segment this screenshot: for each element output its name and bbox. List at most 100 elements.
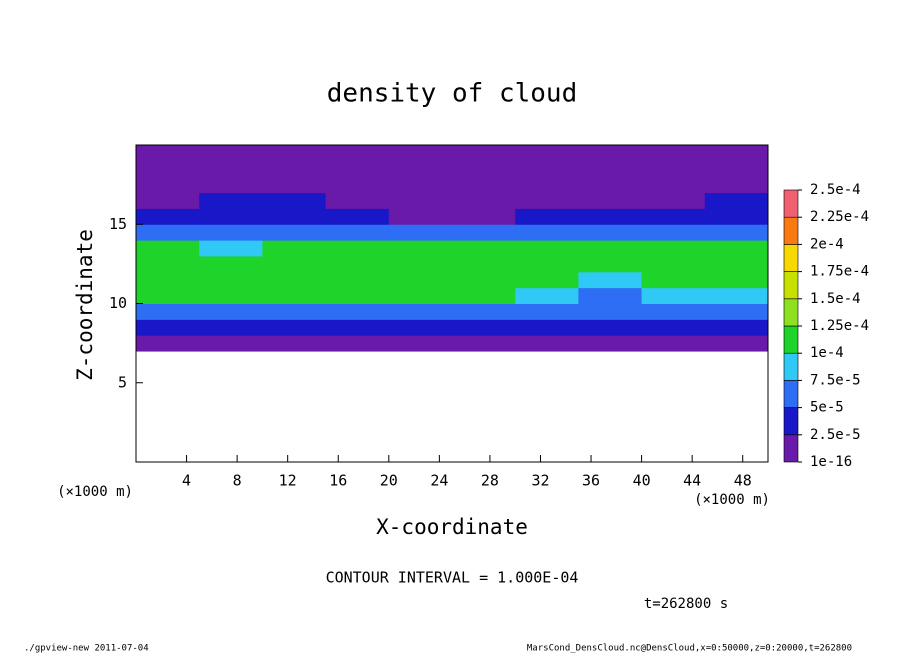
field-cell — [515, 192, 579, 209]
colorbar-label: 1.25e-4 — [810, 318, 869, 334]
field-cell — [452, 208, 516, 225]
field-cell — [262, 145, 327, 162]
field-cell — [578, 192, 643, 209]
field-cell — [199, 176, 263, 194]
field-cell — [452, 319, 516, 336]
field-cell — [704, 255, 769, 273]
field-cell — [199, 255, 263, 273]
field-cell — [578, 160, 643, 178]
field-cell — [262, 335, 327, 352]
colorbar-label: 2.5e-5 — [810, 427, 861, 443]
colorbar-label: 1.5e-4 — [810, 291, 861, 307]
field-cell — [515, 303, 579, 320]
field-cell — [199, 335, 263, 352]
field-cell — [388, 255, 453, 273]
colorbar-label: 2e-4 — [810, 236, 844, 252]
field-cell — [452, 271, 516, 289]
x-unit: (×1000 m) — [694, 492, 770, 508]
field-cell — [452, 287, 516, 304]
field-cell — [704, 335, 769, 352]
field-cell — [325, 160, 390, 178]
x-tick-label: 40 — [633, 472, 651, 490]
footer-left: ./gpview-new 2011-07-04 — [24, 644, 149, 654]
field-cell — [515, 271, 579, 289]
field-cell — [199, 160, 263, 178]
field-cell — [136, 145, 200, 162]
chart-title: density of cloud — [327, 79, 577, 109]
field-cell — [704, 287, 769, 304]
field-cell — [325, 255, 390, 273]
field-cell — [388, 145, 453, 162]
x-tick-label: 24 — [430, 472, 448, 490]
field-cell — [452, 255, 516, 273]
field-cell — [325, 208, 390, 225]
field-cell — [136, 335, 200, 352]
x-tick-label: 12 — [279, 472, 297, 490]
field-cell — [578, 287, 643, 304]
field-cell — [199, 208, 263, 225]
field-cell — [325, 303, 390, 320]
field-cell — [704, 160, 769, 178]
field-cell — [578, 335, 643, 352]
field-cell — [704, 192, 769, 209]
colorbar-box — [783, 380, 799, 408]
x-tick-label: 32 — [531, 472, 549, 490]
field-cell — [136, 224, 200, 241]
y-tick-label: 5 — [118, 373, 127, 391]
field-cell — [199, 303, 263, 320]
field-cell — [578, 271, 643, 289]
field-cell — [136, 271, 200, 289]
field-cell — [515, 160, 579, 178]
field-cell — [515, 287, 579, 304]
colorbar-box — [783, 407, 799, 436]
field-cell — [641, 208, 706, 225]
x-tick-label: 20 — [380, 472, 398, 490]
field-cell — [641, 271, 706, 289]
field-cell — [136, 319, 200, 336]
field-cell — [641, 255, 706, 273]
field-cell — [199, 240, 263, 257]
field-cell — [515, 255, 579, 273]
field-cell — [262, 176, 327, 194]
field-cell — [515, 176, 579, 194]
field-cell — [388, 192, 453, 209]
field-cell — [262, 319, 327, 336]
field-cell — [325, 192, 390, 209]
footer-right: MarsCond_DensCloud.nc@DensCloud,x=0:5000… — [527, 644, 852, 654]
field-cell — [388, 240, 453, 257]
field-cell — [325, 176, 390, 194]
field-cell — [199, 271, 263, 289]
field-cell — [704, 240, 769, 257]
field-cell — [199, 287, 263, 304]
field-cell — [704, 145, 769, 162]
y-tick-label: 10 — [109, 294, 127, 312]
x-tick-label: 36 — [582, 472, 600, 490]
field-cell — [262, 240, 327, 257]
colorbar-label: 5e-5 — [810, 400, 844, 416]
field-cell — [136, 208, 200, 225]
colorbar-box — [783, 325, 799, 354]
field-cell — [452, 160, 516, 178]
colorbar-box — [783, 216, 799, 245]
colorbar-box — [783, 434, 799, 463]
field-cell — [262, 303, 327, 320]
x-axis-label: X-coordinate — [376, 515, 528, 539]
field-cell — [388, 287, 453, 304]
y-unit: (×1000 m) — [57, 484, 133, 500]
field-cell — [388, 271, 453, 289]
y-tick-label: 15 — [109, 215, 127, 233]
field-cell — [704, 224, 769, 241]
field-cell — [641, 160, 706, 178]
colorbar-label: 1.75e-4 — [810, 264, 869, 280]
field-cell — [452, 192, 516, 209]
field-cell — [136, 160, 200, 178]
y-axis-label: Z-coordinate — [73, 229, 97, 381]
field-cell — [136, 176, 200, 194]
field-cell — [641, 335, 706, 352]
field-cell — [199, 224, 263, 241]
field-cell — [262, 255, 327, 273]
field-cell — [262, 287, 327, 304]
field-cell — [515, 335, 579, 352]
field-cell — [578, 145, 643, 162]
colorbar-box — [783, 271, 799, 300]
